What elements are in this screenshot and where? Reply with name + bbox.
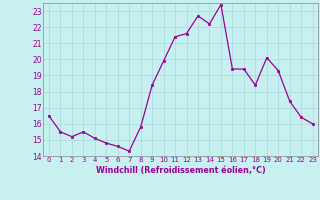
X-axis label: Windchill (Refroidissement éolien,°C): Windchill (Refroidissement éolien,°C): [96, 166, 266, 175]
